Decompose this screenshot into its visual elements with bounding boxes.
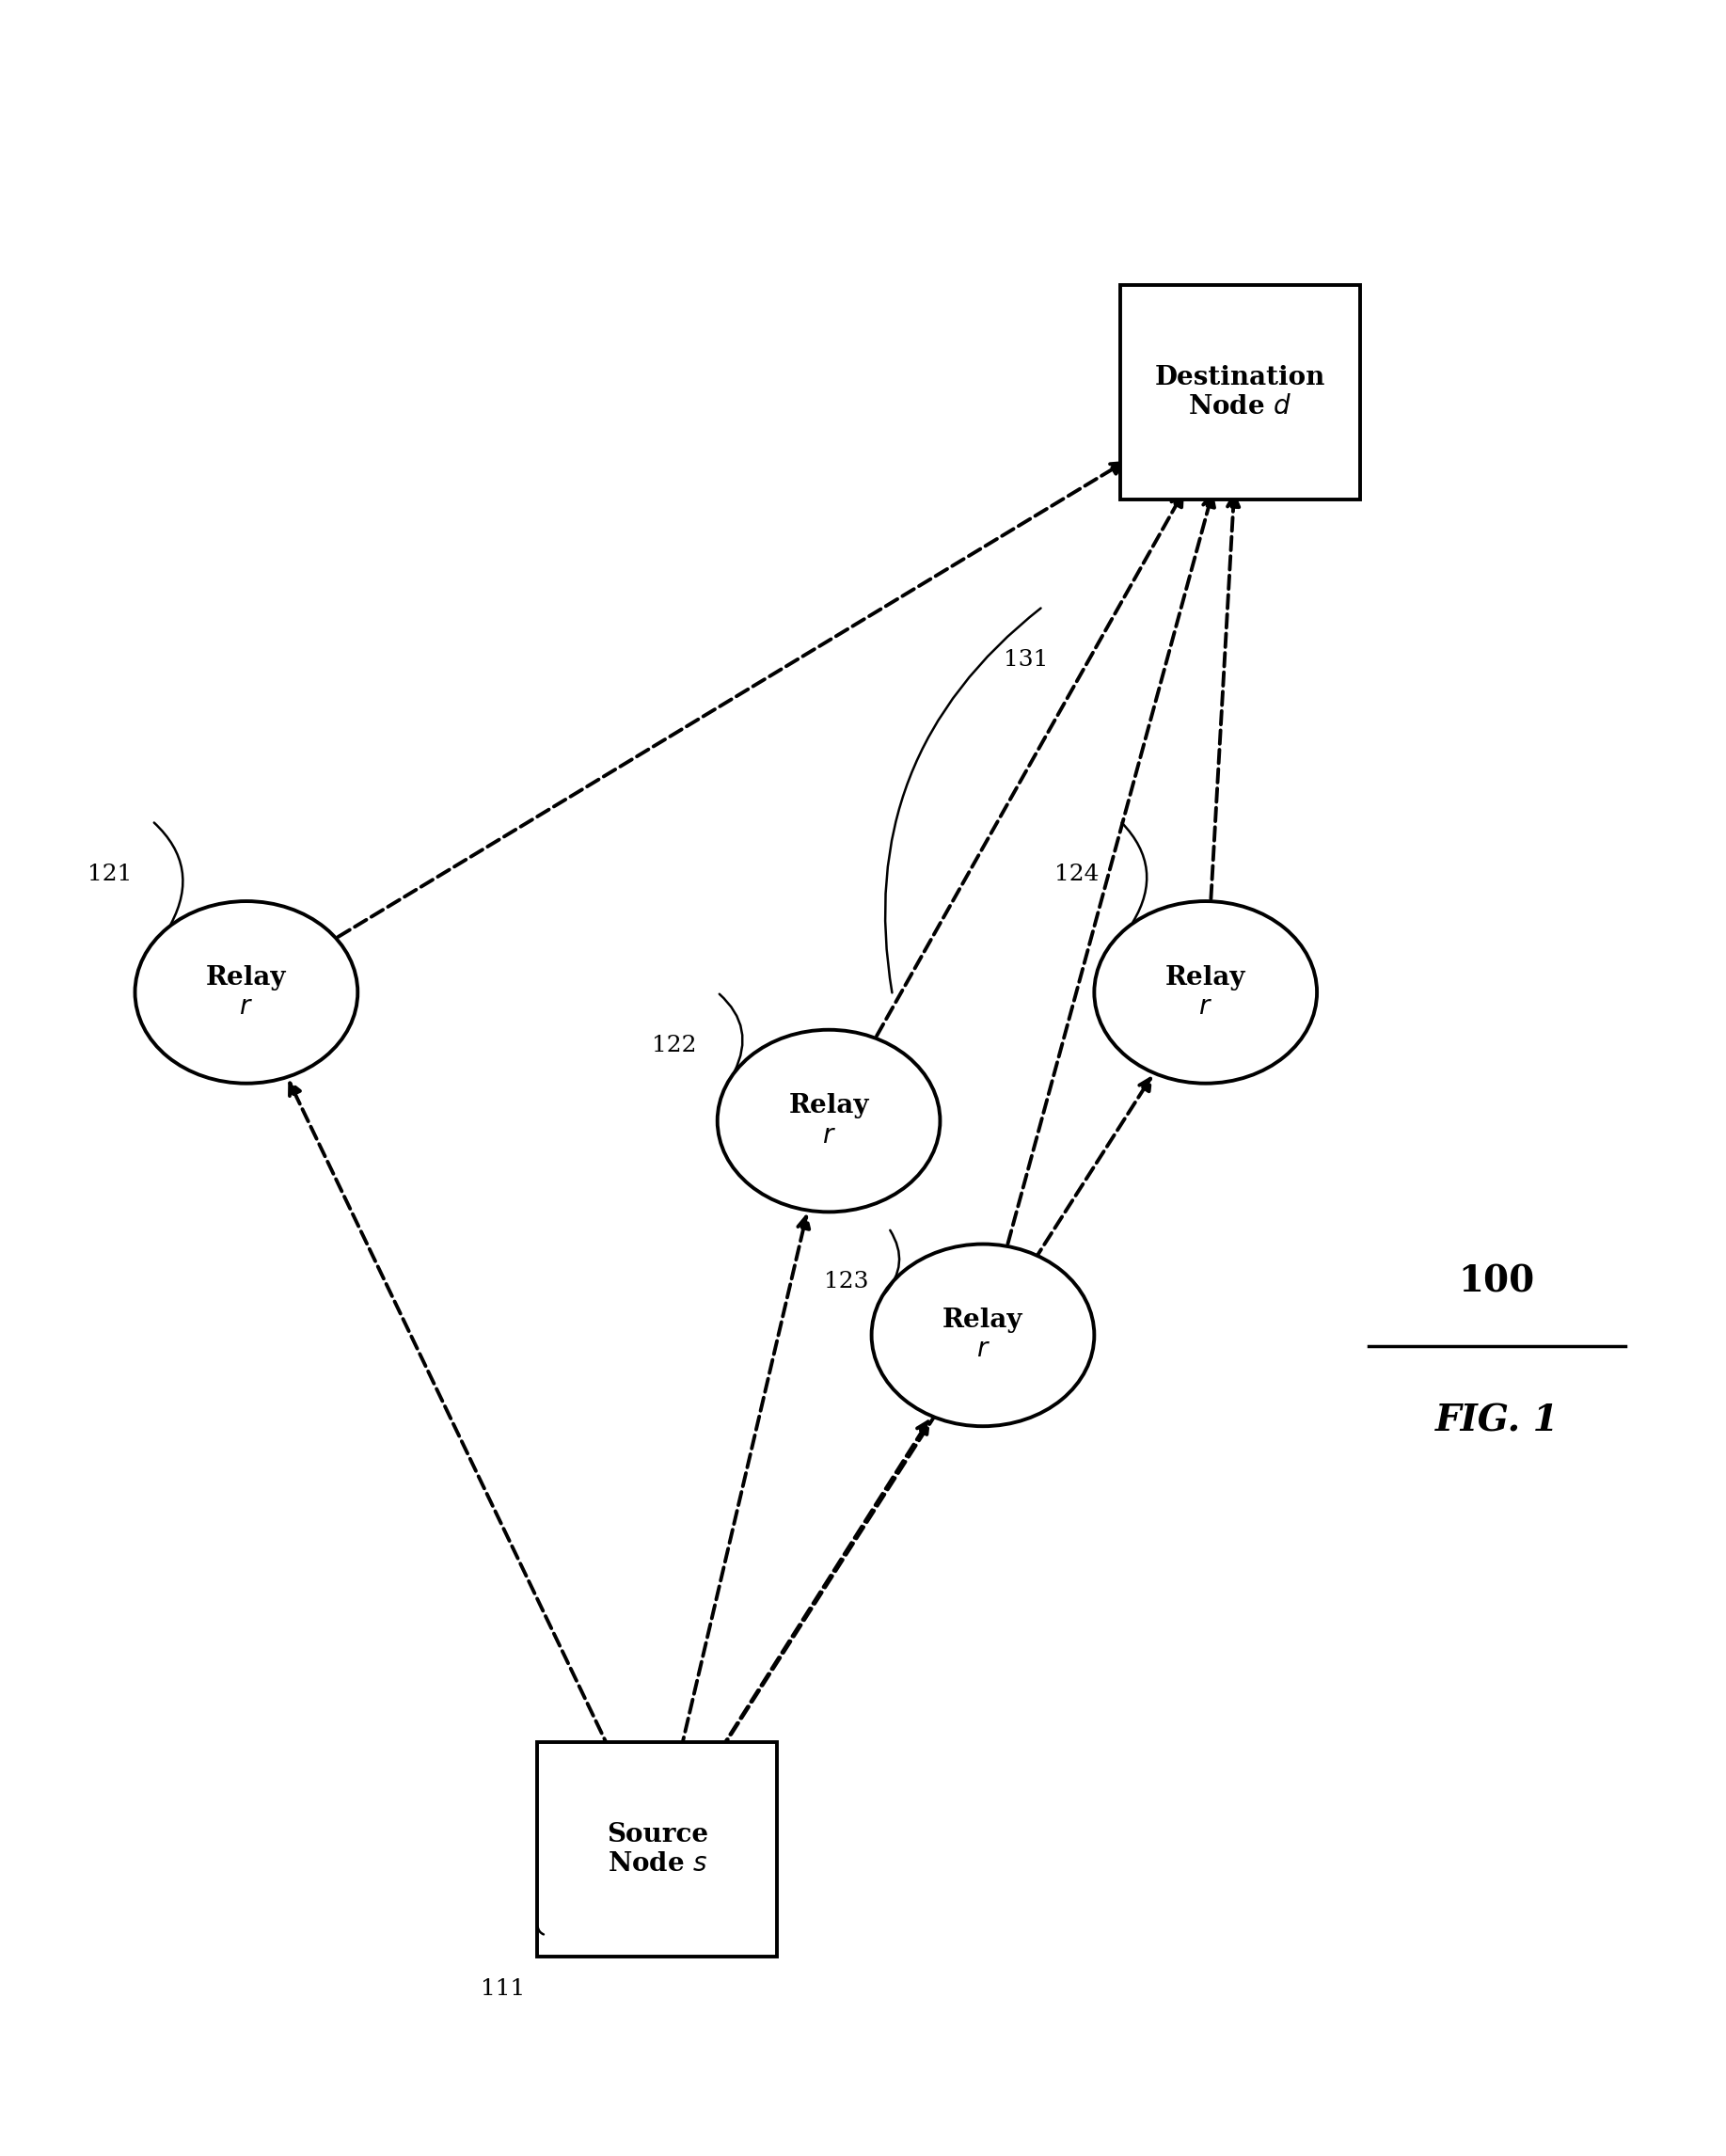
Text: FIG. 1: FIG. 1 [1434,1404,1559,1438]
Text: Destination
Node $d$: Destination Node $d$ [1155,364,1326,420]
Ellipse shape [1094,901,1317,1082]
Ellipse shape [872,1244,1094,1427]
Text: 131: 131 [1003,649,1048,671]
FancyBboxPatch shape [537,1742,777,1958]
Text: Relay
$r$: Relay $r$ [789,1093,868,1149]
Text: Relay
$r$: Relay $r$ [942,1309,1024,1363]
Text: Relay
$r$: Relay $r$ [205,966,287,1020]
Text: 124: 124 [1055,865,1099,886]
Text: 100: 100 [1458,1263,1534,1300]
Text: Source
Node $s$: Source Node $s$ [606,1822,708,1878]
Text: 123: 123 [823,1270,868,1291]
Ellipse shape [718,1031,941,1212]
Ellipse shape [135,901,357,1082]
FancyBboxPatch shape [1120,285,1360,500]
Text: Relay
$r$: Relay $r$ [1165,966,1246,1020]
Text: 122: 122 [652,1035,697,1056]
Text: 121: 121 [86,865,131,886]
Text: 111: 111 [482,1977,525,1999]
